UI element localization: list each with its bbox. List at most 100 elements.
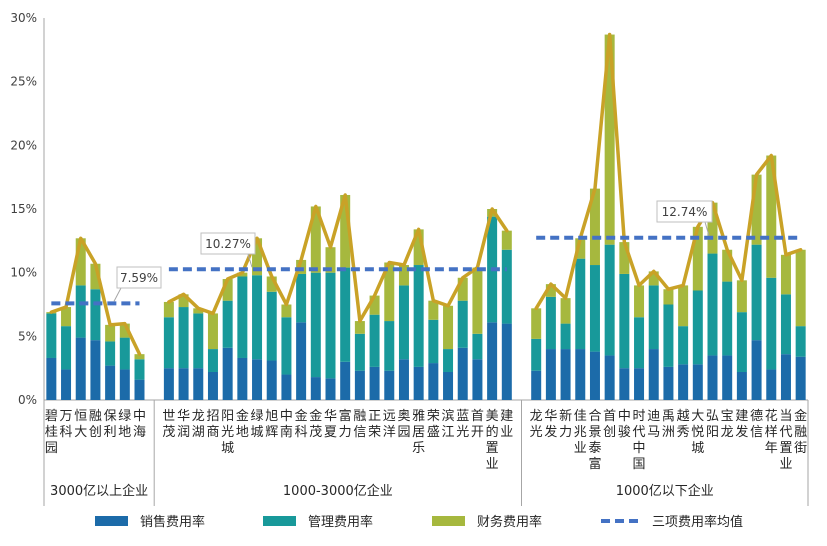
finance-bar-1-3: [75, 238, 86, 286]
category-label: 万科: [60, 409, 73, 440]
finance-bar-2-10: [296, 259, 307, 274]
sales-bar-2-20: [443, 371, 454, 400]
finance-bar-3-18: [780, 254, 791, 295]
y-tick-label: 0%: [18, 393, 37, 407]
y-tick-label: 10%: [10, 266, 37, 280]
sales-bar-2-5: [222, 347, 233, 400]
sales-bar-2-3: [193, 368, 204, 400]
management-bar-2-3: [193, 313, 204, 369]
sales-bar-2-1: [163, 368, 174, 400]
sales-bar-2-17: [398, 359, 409, 400]
finance-bar-2-4: [207, 313, 218, 350]
finance-bar-2-15: [369, 295, 380, 315]
sales-bar-2-21: [457, 347, 468, 400]
sales-bar-3-7: [619, 368, 630, 400]
category-label: 合景泰富: [588, 409, 601, 472]
category-label: 恒大: [74, 409, 87, 440]
sales-bar-3-14: [722, 355, 733, 400]
category-label: 远洋: [383, 409, 396, 440]
management-bar-3-17: [766, 277, 777, 370]
legend-swatch-management: [263, 516, 296, 526]
category-label: 金地: [236, 408, 249, 440]
category-label: 绿城: [251, 409, 264, 440]
category-label: 滨江: [442, 408, 455, 440]
finance-bar-2-7: [252, 238, 263, 276]
sales-bar-1-3: [75, 337, 86, 400]
category-label: 首开: [471, 409, 484, 440]
category-label: 中南: [280, 409, 293, 440]
finance-bar-3-4: [575, 238, 586, 259]
finance-bar-3-12: [692, 226, 703, 291]
average-callout-box: [200, 232, 256, 255]
management-bar-3-1: [531, 338, 542, 371]
category-label: 荣盛: [427, 409, 440, 440]
category-label: 华润: [177, 409, 190, 440]
sales-bar-3-3: [560, 349, 571, 400]
legend-swatch-finance: [432, 516, 465, 526]
average-callout-leader: [247, 253, 253, 268]
management-bar-3-5: [589, 265, 600, 352]
management-bar-2-10: [296, 273, 307, 323]
average-callout-label: 7.59%: [120, 271, 158, 285]
finance-bar-3-9: [648, 271, 659, 286]
category-label: 金科: [295, 408, 308, 440]
average-callout-box: [116, 266, 162, 289]
category-label: 碧桂园: [45, 409, 58, 456]
management-bar-2-20: [443, 349, 454, 372]
management-bar-2-24: [501, 249, 512, 324]
finance-bar-2-5: [222, 279, 233, 301]
legend-label-average: 三项费用率均值: [652, 514, 743, 530]
management-bar-2-16: [384, 321, 395, 371]
category-label: 龙光: [530, 409, 543, 440]
sales-bar-3-4: [575, 349, 586, 400]
sales-bar-3-2: [545, 349, 556, 400]
management-bar-3-10: [663, 304, 674, 367]
average-callout-leader: [704, 221, 710, 236]
category-label: 蓝光: [456, 409, 469, 440]
category-label: 绿地: [118, 409, 131, 440]
legend-label-sales: 销售费用率: [140, 514, 205, 530]
category-label: 首创: [603, 409, 616, 440]
category-label: 当代置业: [779, 409, 792, 472]
management-bar-2-7: [252, 275, 263, 360]
finance-bar-3-10: [663, 289, 674, 305]
sales-bar-2-16: [384, 370, 395, 400]
finance-bar-2-20: [443, 305, 454, 350]
finance-bar-2-18: [413, 229, 424, 266]
sales-bar-2-14: [354, 370, 365, 400]
sales-bar-2-4: [207, 371, 218, 400]
sales-bar-3-12: [692, 364, 703, 400]
management-bar-2-13: [340, 267, 351, 362]
management-bar-3-15: [736, 312, 747, 372]
management-bar-3-16: [751, 244, 762, 341]
category-label: 时代中国: [633, 409, 646, 472]
management-bar-1-3: [75, 285, 86, 338]
y-tick-label: 5%: [18, 329, 37, 343]
sales-bar-1-5: [105, 365, 116, 400]
management-bar-2-19: [428, 319, 439, 364]
sales-bar-3-13: [707, 355, 718, 400]
category-label: 富力: [339, 408, 352, 440]
legend-swatch-sales: [95, 516, 128, 526]
management-bar-2-15: [369, 314, 380, 367]
management-bar-2-14: [354, 333, 365, 371]
finance-bar-3-17: [766, 155, 777, 278]
category-label: 迪马: [647, 409, 660, 440]
management-bar-3-19: [795, 326, 806, 357]
sales-bar-2-10: [296, 322, 307, 400]
sales-bar-2-19: [428, 363, 439, 400]
legend-label-finance: 财务费用率: [477, 514, 542, 530]
finance-bar-3-1: [531, 308, 542, 339]
sales-bar-2-22: [472, 359, 483, 400]
average-callout-label: 10.27%: [205, 237, 251, 251]
management-bar-2-1: [163, 317, 174, 369]
category-label: 阳光城: [221, 409, 234, 456]
finance-bar-2-9: [281, 304, 292, 318]
category-label: 旭辉: [265, 409, 278, 440]
y-tick-label: 20%: [10, 138, 37, 152]
finance-bar-2-21: [457, 277, 468, 301]
sales-bar-2-13: [340, 361, 351, 400]
finance-bar-3-13: [707, 202, 718, 254]
management-bar-2-22: [472, 333, 483, 360]
